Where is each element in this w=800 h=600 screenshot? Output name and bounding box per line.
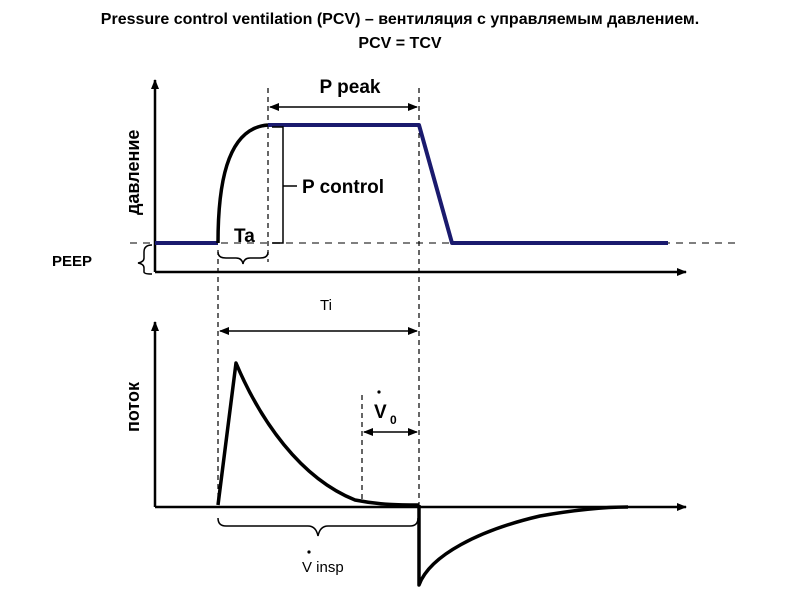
p-control-label: P control	[302, 177, 384, 198]
v0-subscript: 0	[390, 413, 397, 427]
flow-axis-label: поток	[123, 381, 143, 432]
title-line-2: PCV = TCV	[358, 35, 441, 52]
v0-dot	[377, 390, 381, 394]
v-insp-label: V insp	[302, 559, 344, 576]
pressure-axis-label: давление	[123, 130, 143, 215]
expiratory-flow-curve	[417, 505, 629, 587]
v-insp-brace	[217, 517, 419, 537]
pressure-rise-curve	[216, 123, 269, 244]
v0-label: V	[374, 402, 387, 423]
p-peak-label: P peak	[320, 77, 381, 98]
ta-brace	[217, 251, 269, 265]
title-line-1: Pressure control ventilation (PCV) – вен…	[101, 11, 699, 28]
v-insp-dot	[307, 550, 311, 554]
peep-bracket	[137, 244, 153, 275]
ta-label: Ta	[234, 226, 255, 247]
inspiratory-flow-curve	[216, 361, 420, 507]
p-control-bracket	[272, 126, 284, 244]
pressure-curve-plateau	[268, 123, 668, 245]
ti-label: Ti	[320, 297, 332, 314]
peep-label: PEEP	[52, 253, 92, 270]
